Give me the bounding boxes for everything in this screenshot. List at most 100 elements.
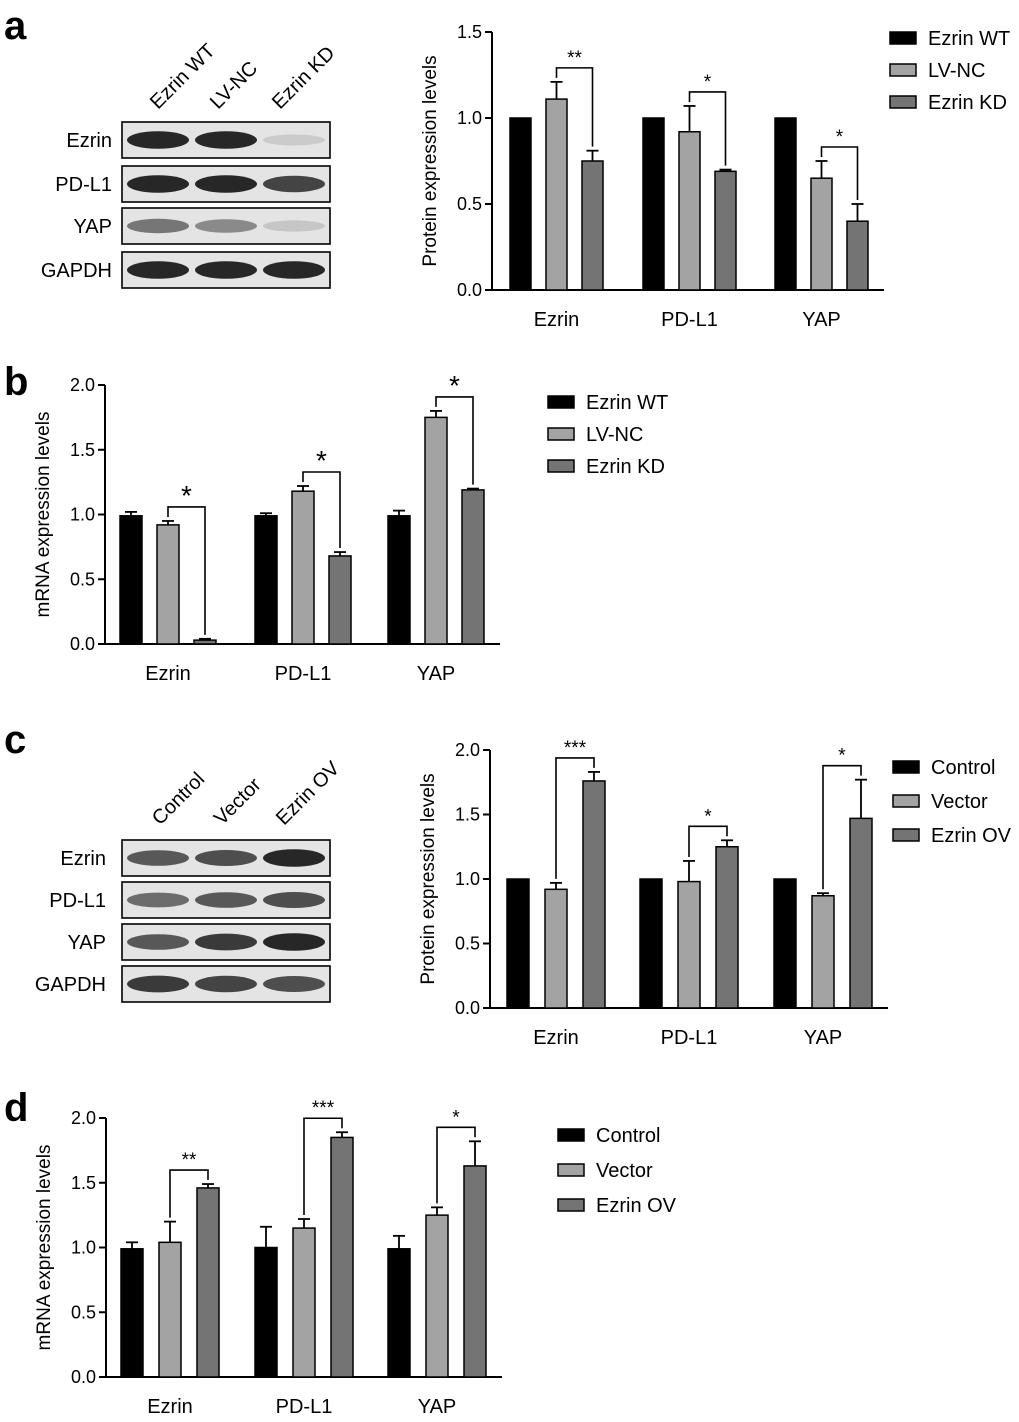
y-axis-title: mRNA expression levels: [33, 412, 54, 618]
y-tick-label: 0.5: [70, 569, 95, 589]
bar-vector: [425, 1214, 449, 1378]
significance-marker: *: [181, 480, 192, 511]
y-tick-label: 1.0: [70, 505, 95, 525]
significance-bracket: [435, 396, 474, 485]
legend-label: Ezrin WT: [928, 28, 1010, 50]
bar-lv-nc: [810, 177, 833, 291]
legend-swatch: [892, 760, 920, 774]
blot-band: [263, 175, 325, 193]
bar-ezrin-ov: [582, 780, 606, 1009]
x-tick-label: Ezrin: [534, 309, 580, 331]
blot-band: [195, 892, 257, 908]
chart-panel-c: 0.0 0.5 1.0 1.5 2.0 Protein expression levels…: [418, 738, 1012, 1049]
lane-label: Control: [148, 768, 209, 829]
chart-panel-a: 0.0 0.5 1.0 1.5 Protein expression levels Ezr…: [420, 22, 1010, 331]
significance-marker: *: [452, 1107, 460, 1128]
legend-swatch: [547, 395, 575, 409]
lane-label: LV-NC: [206, 57, 262, 113]
bar-vector: [811, 895, 835, 1009]
bar-vector: [677, 880, 701, 1009]
significance-bracket: [555, 67, 594, 147]
x-tick-label: PD-L1: [661, 1027, 718, 1049]
x-tick-label: PD-L1: [275, 663, 332, 685]
bar-ezrin-kd: [846, 220, 869, 291]
panel-label-c: c: [4, 718, 27, 762]
lane-label: Ezrin KD: [268, 42, 339, 113]
significance-bracket: [167, 506, 206, 635]
legend-label: Ezrin KD: [586, 456, 665, 478]
y-tick-label: 0.5: [71, 1302, 96, 1322]
y-tick-label: 1.5: [457, 22, 482, 42]
bar-control: [506, 878, 530, 1009]
significance-marker: *: [316, 445, 327, 476]
y-tick-label: 1.5: [71, 1173, 96, 1193]
x-tick-label: YAP: [417, 663, 456, 685]
blot-band: [263, 933, 325, 951]
legend-swatch: [557, 1198, 585, 1212]
y-axis-title: Protein expression levels: [418, 773, 439, 984]
legend-swatch: [557, 1128, 585, 1142]
blot-band: [127, 850, 189, 866]
significance-marker: *: [449, 370, 460, 401]
significance-bracket: [688, 91, 727, 166]
blot-band: [195, 219, 257, 233]
y-tick-label: 0.0: [457, 280, 482, 300]
bar-ezrin-ov: [463, 1165, 487, 1378]
bar-vector: [544, 888, 568, 1009]
panel-label-a: a: [4, 4, 27, 48]
blot-row-label: Ezrin: [60, 848, 106, 870]
blot-band: [195, 975, 257, 993]
blot-band: [263, 849, 325, 867]
significance-bracket: [169, 1169, 209, 1218]
bar-ezrin-ov: [849, 817, 873, 1009]
x-tick-label: Ezrin: [147, 1396, 193, 1418]
legend-label: Ezrin WT: [586, 392, 668, 414]
blot-row-label: YAP: [73, 216, 112, 238]
legend-label: Ezrin KD: [928, 92, 1007, 114]
significance-marker: **: [567, 48, 582, 69]
bar-ezrin-kd: [581, 160, 604, 291]
significance-bracket: [820, 146, 859, 200]
lane-label: Ezrin OV: [272, 757, 345, 830]
significance-marker: ***: [564, 738, 587, 759]
blot-band: [127, 218, 189, 234]
x-tick-label: YAP: [418, 1396, 457, 1418]
bar-ezrin-ov: [715, 846, 739, 1009]
significance-marker: **: [182, 1150, 197, 1171]
blot-row-label: YAP: [67, 932, 106, 954]
legend-label: LV-NC: [586, 424, 643, 446]
bar-lv-nc: [424, 416, 448, 645]
bar-ezrin-ov: [196, 1187, 220, 1378]
legend-label: LV-NC: [928, 60, 985, 82]
bar-vector: [158, 1241, 182, 1378]
bar-ezrin-wt: [774, 117, 797, 291]
significance-marker: ***: [312, 1098, 335, 1119]
blot-band: [263, 134, 325, 146]
legend-swatch: [547, 427, 575, 441]
legend-swatch: [557, 1163, 585, 1177]
significance-bracket: [436, 1126, 476, 1204]
bar-lv-nc: [545, 98, 568, 291]
bar-ezrin-wt: [642, 117, 665, 291]
y-tick-label: 0.0: [455, 998, 480, 1018]
x-tick-label: PD-L1: [276, 1396, 333, 1418]
legend-label: Control: [596, 1125, 660, 1147]
chart-panel-b: 0.0 0.5 1.0 1.5 2.0 mRNA expression levels Ezr…: [33, 370, 668, 685]
legend-label: Vector: [596, 1160, 653, 1182]
y-tick-label: 1.0: [455, 869, 480, 889]
significance-bracket: [822, 764, 862, 890]
bar-ezrin-kd: [328, 555, 352, 645]
bar-ezrin-wt: [387, 515, 411, 645]
blot-row-label: GAPDH: [35, 974, 106, 996]
legend-label: Ezrin OV: [931, 825, 1012, 847]
bar-lv-nc: [678, 131, 701, 291]
blot-band: [127, 261, 189, 279]
chart-panel-d: 0.0 0.5 1.0 1.5 2.0 mRNA expression levels Ezr…: [34, 1098, 677, 1418]
y-tick-label: 2.0: [455, 740, 480, 760]
bar-ezrin-kd: [193, 639, 217, 645]
bar-ezrin-kd: [714, 170, 737, 291]
y-axis-title: mRNA expression levels: [34, 1145, 55, 1351]
significance-marker: *: [836, 127, 844, 148]
y-tick-label: 0.0: [70, 634, 95, 654]
